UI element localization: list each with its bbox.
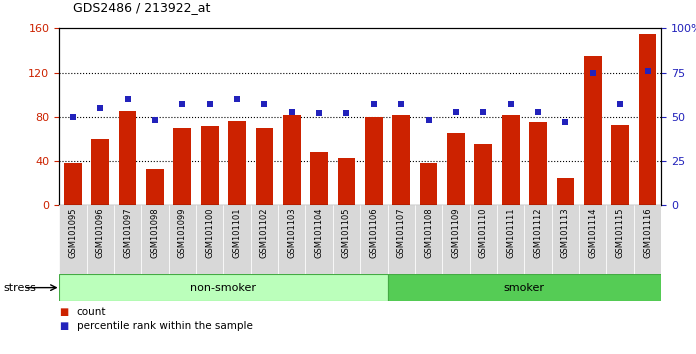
Text: GSM101103: GSM101103 bbox=[287, 207, 296, 258]
Bar bbox=[333, 205, 361, 274]
Bar bbox=[502, 115, 520, 205]
Bar bbox=[86, 205, 114, 274]
Point bbox=[68, 114, 79, 120]
Bar bbox=[606, 205, 634, 274]
Text: ■: ■ bbox=[59, 307, 68, 316]
Text: percentile rank within the sample: percentile rank within the sample bbox=[77, 321, 253, 331]
Point bbox=[341, 110, 352, 116]
Bar bbox=[529, 122, 547, 205]
Text: GSM101114: GSM101114 bbox=[588, 207, 597, 258]
Bar bbox=[634, 205, 661, 274]
Text: ■: ■ bbox=[59, 321, 68, 331]
Point bbox=[505, 102, 516, 107]
Point bbox=[95, 105, 106, 111]
Text: GSM101096: GSM101096 bbox=[96, 207, 104, 258]
Text: GSM101099: GSM101099 bbox=[177, 207, 187, 258]
Bar bbox=[475, 144, 492, 205]
Bar bbox=[415, 205, 442, 274]
Bar bbox=[228, 121, 246, 205]
Bar bbox=[306, 205, 333, 274]
Point bbox=[286, 109, 297, 114]
Bar bbox=[361, 205, 388, 274]
Text: GSM101110: GSM101110 bbox=[479, 207, 488, 258]
Bar bbox=[584, 56, 601, 205]
Bar bbox=[393, 115, 410, 205]
Point bbox=[477, 109, 489, 114]
Bar bbox=[338, 158, 356, 205]
Bar bbox=[59, 274, 388, 301]
Point bbox=[560, 119, 571, 125]
Bar bbox=[388, 205, 415, 274]
Text: GSM101107: GSM101107 bbox=[397, 207, 406, 258]
Bar bbox=[114, 205, 141, 274]
Bar bbox=[64, 163, 81, 205]
Text: non-smoker: non-smoker bbox=[190, 282, 256, 293]
Text: GSM101115: GSM101115 bbox=[616, 207, 624, 258]
Bar bbox=[91, 139, 109, 205]
Text: GSM101111: GSM101111 bbox=[506, 207, 515, 258]
Text: GSM101112: GSM101112 bbox=[534, 207, 543, 258]
Text: GSM101108: GSM101108 bbox=[424, 207, 433, 258]
Bar bbox=[611, 125, 629, 205]
Text: GSM101105: GSM101105 bbox=[342, 207, 351, 258]
Point bbox=[423, 118, 434, 123]
Bar bbox=[388, 274, 661, 301]
Text: GSM101098: GSM101098 bbox=[150, 207, 159, 258]
Point bbox=[642, 68, 653, 74]
Bar bbox=[59, 205, 86, 274]
Bar bbox=[168, 205, 196, 274]
Bar bbox=[141, 205, 168, 274]
Text: GSM101102: GSM101102 bbox=[260, 207, 269, 258]
Bar bbox=[365, 117, 383, 205]
Bar bbox=[442, 205, 470, 274]
Bar bbox=[524, 205, 552, 274]
Bar bbox=[196, 205, 223, 274]
Bar bbox=[557, 178, 574, 205]
Bar bbox=[255, 128, 274, 205]
Point bbox=[450, 109, 461, 114]
Bar bbox=[251, 205, 278, 274]
Bar bbox=[420, 163, 438, 205]
Bar bbox=[223, 205, 251, 274]
Bar bbox=[310, 152, 328, 205]
Bar bbox=[447, 133, 465, 205]
Text: GSM101113: GSM101113 bbox=[561, 207, 570, 258]
Bar bbox=[173, 128, 191, 205]
Text: GDS2486 / 213922_at: GDS2486 / 213922_at bbox=[73, 1, 210, 14]
Bar bbox=[278, 205, 306, 274]
Bar bbox=[146, 169, 164, 205]
Bar bbox=[579, 205, 606, 274]
Point bbox=[150, 118, 161, 123]
Bar bbox=[119, 111, 136, 205]
Text: GSM101095: GSM101095 bbox=[68, 207, 77, 258]
Text: GSM101116: GSM101116 bbox=[643, 207, 652, 258]
Point bbox=[615, 102, 626, 107]
Text: GSM101104: GSM101104 bbox=[315, 207, 324, 258]
Point bbox=[204, 102, 215, 107]
Text: stress: stress bbox=[3, 282, 36, 293]
Text: GSM101100: GSM101100 bbox=[205, 207, 214, 258]
Point bbox=[368, 102, 379, 107]
Point bbox=[232, 96, 243, 102]
Text: GSM101109: GSM101109 bbox=[452, 207, 461, 258]
Point bbox=[122, 96, 133, 102]
Text: count: count bbox=[77, 307, 106, 316]
Text: GSM101106: GSM101106 bbox=[370, 207, 379, 258]
Point bbox=[314, 110, 325, 116]
Bar bbox=[639, 34, 656, 205]
Point bbox=[177, 102, 188, 107]
Point bbox=[532, 109, 544, 114]
Point bbox=[395, 102, 406, 107]
Text: GSM101101: GSM101101 bbox=[232, 207, 242, 258]
Point bbox=[587, 70, 599, 75]
Point bbox=[259, 102, 270, 107]
Bar bbox=[200, 126, 219, 205]
Bar bbox=[497, 205, 524, 274]
Bar bbox=[552, 205, 579, 274]
Bar bbox=[470, 205, 497, 274]
Bar bbox=[283, 115, 301, 205]
Text: GSM101097: GSM101097 bbox=[123, 207, 132, 258]
Text: smoker: smoker bbox=[504, 282, 545, 293]
